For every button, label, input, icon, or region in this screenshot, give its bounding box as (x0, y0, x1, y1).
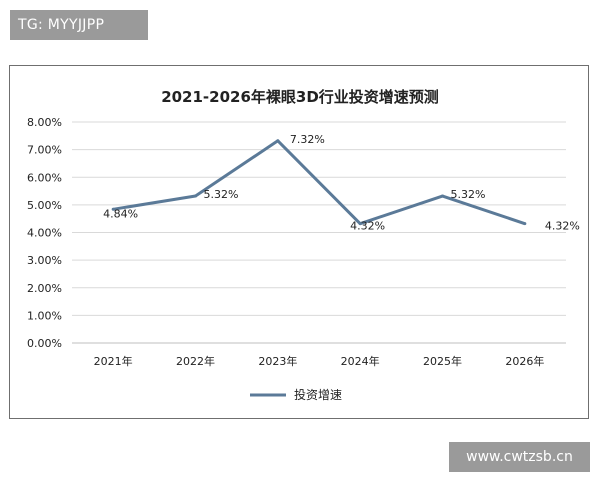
y-tick-label: 5.00% (27, 199, 62, 212)
legend-label: 投资增速 (294, 387, 342, 402)
y-tick-label: 6.00% (27, 171, 62, 184)
watermark-bottom-right: www.cwtzsb.cn (449, 442, 590, 472)
legend: 投资增速 (250, 387, 342, 402)
x-tick-label: 2026年 (505, 354, 544, 368)
data-point (111, 207, 115, 211)
line-chart: 0.00% 1.00% 2.00% 3.00% 4.00% 5.00% 6.00% 7.00%… (27, 88, 580, 402)
data-point (523, 222, 527, 226)
y-tick-label: 0.00% (27, 337, 62, 350)
y-tick-label: 2.00% (27, 282, 62, 295)
y-tick-label: 4.00% (27, 227, 62, 240)
x-tick-label: 2024年 (341, 354, 380, 368)
chart-frame: 0.00% 1.00% 2.00% 3.00% 4.00% 5.00% 6.00% 7.00%… (9, 65, 589, 419)
series-group (111, 139, 527, 226)
data-label: 4.32% (350, 220, 385, 233)
y-tick-label: 3.00% (27, 254, 62, 267)
data-point (194, 194, 197, 198)
y-tick-label: 8.00% (27, 116, 62, 129)
data-label: 4.84% (103, 207, 138, 220)
x-tick-label: 2025年 (423, 354, 462, 368)
x-tick-label: 2022年 (176, 354, 215, 368)
data-label: 5.32% (204, 188, 239, 201)
x-axis: 2021年 2022年 2023年 2024年 2025年 2026年 (94, 354, 545, 368)
x-tick-label: 2023年 (258, 354, 297, 368)
data-point (358, 222, 362, 226)
data-labels: 4.84% 5.32% 7.32% 4.32% 5.32% 4.32% (103, 133, 580, 233)
watermark-top-left: TG: MYYJJPP (10, 10, 148, 40)
y-tick-label: 1.00% (27, 309, 62, 322)
x-tick-label: 2021年 (94, 354, 133, 368)
chart-title: 2021-2026年裸眼3D行业投资增速预测 (161, 88, 439, 106)
series-line (112, 139, 526, 226)
y-axis: 0.00% 1.00% 2.00% 3.00% 4.00% 5.00% 6.00% 7.00%… (27, 116, 62, 350)
data-label: 4.32% (545, 220, 580, 233)
grid-lines (72, 121, 566, 344)
data-point (276, 139, 280, 143)
y-tick-label: 7.00% (27, 144, 62, 157)
data-label: 5.32% (451, 188, 486, 201)
data-label: 7.32% (290, 133, 325, 146)
data-point (441, 194, 444, 198)
